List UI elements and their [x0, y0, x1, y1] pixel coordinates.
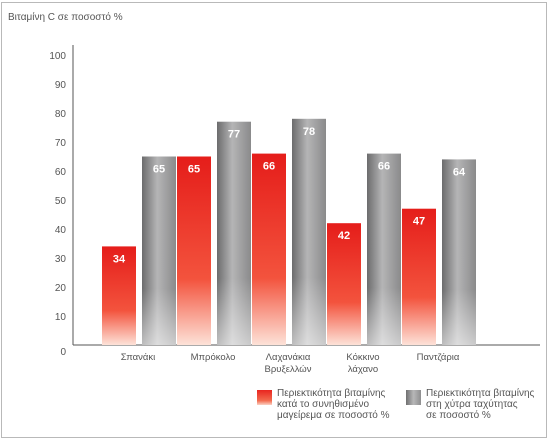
y-tick-label: 100: [49, 51, 66, 62]
legend-red-line-3: μαγείρεμα σε ποσοστό %: [277, 410, 390, 421]
data-label-normal-2: 66: [263, 161, 275, 173]
x-category-label: Κόκκινο λάχανο: [346, 352, 379, 375]
x-category-label: Παντζάρια: [417, 352, 460, 363]
bar-normal-1: [177, 156, 211, 345]
x-category-label-line: Παντζάρια: [417, 352, 460, 363]
y-tick-label: 10: [55, 312, 67, 323]
y-tick-label: 0: [60, 347, 66, 358]
x-category-label-line: Μπρόκολο: [191, 352, 236, 363]
bar-pressure-shine-0: [142, 156, 176, 345]
legend-gray-line-1: Περιεκτικότητα βιταμίνης: [426, 388, 535, 399]
y-tick-label: 50: [55, 196, 67, 207]
x-category-label-line: Κόκκινο: [346, 352, 379, 363]
legend-swatch-gray: [406, 390, 421, 405]
x-category-label-line: Σπανάκι: [121, 352, 155, 363]
x-category-label-line: λάχανο: [348, 364, 378, 375]
data-label-pressure-3: 66: [378, 161, 390, 173]
data-label-pressure-2: 78: [303, 126, 315, 138]
y-tick-label: 90: [55, 80, 67, 91]
bar-normal-2: [252, 153, 286, 345]
x-category-label-line: Λαχανάκια: [266, 352, 311, 363]
bar-pressure-shine-3: [367, 153, 401, 345]
y-tick-label: 20: [55, 283, 67, 294]
legend-red-line-1: Περιεκτικότητα βιταμίνης: [277, 388, 386, 399]
legend-label-gray: Περιεκτικότητα βιταμίνης στη χύτρα ταχύτ…: [426, 388, 546, 421]
bar-pressure-shine-2: [292, 118, 326, 345]
legend-gray-line-2: στη χύτρα ταχύτητας: [426, 399, 518, 410]
y-tick-label: 60: [55, 167, 67, 178]
x-category-label: Λαχανάκια Βρυξελλών: [265, 352, 312, 375]
data-label-normal-1: 65: [188, 164, 200, 176]
data-label-pressure-0: 65: [153, 164, 165, 176]
x-category-label-line: Βρυξελλών: [265, 364, 312, 375]
bar-normal-0: [102, 246, 136, 345]
y-tick-label: 80: [55, 109, 67, 120]
legend-swatch-red: [257, 390, 272, 405]
y-tick-label: 70: [55, 138, 67, 149]
data-label-pressure-4: 64: [453, 166, 466, 178]
data-label-normal-0: 34: [113, 253, 126, 265]
y-axis-title: Βιταμίνη C σε ποσοστό %: [8, 12, 123, 23]
data-label-pressure-1: 77: [228, 129, 240, 141]
bar-normal-3: [327, 223, 361, 345]
y-tick-label: 40: [55, 225, 67, 236]
x-category-label: Σπανάκι: [121, 352, 155, 363]
x-category-label: Μπρόκολο: [191, 352, 236, 363]
legend-red-line-2: κατά το συνηθισμένο: [277, 399, 370, 410]
legend-label-red: Περιεκτικότητα βιταμίνης κατά το συνηθισ…: [277, 388, 407, 421]
bar-pressure-shine-1: [217, 121, 251, 345]
data-label-normal-4: 47: [413, 216, 425, 228]
data-label-normal-3: 42: [338, 230, 350, 242]
y-tick-label: 30: [55, 254, 67, 265]
bar-normal-4: [402, 208, 436, 345]
legend-gray-line-3: σε ποσοστό %: [426, 410, 491, 421]
bar-pressure-shine-4: [442, 159, 476, 345]
